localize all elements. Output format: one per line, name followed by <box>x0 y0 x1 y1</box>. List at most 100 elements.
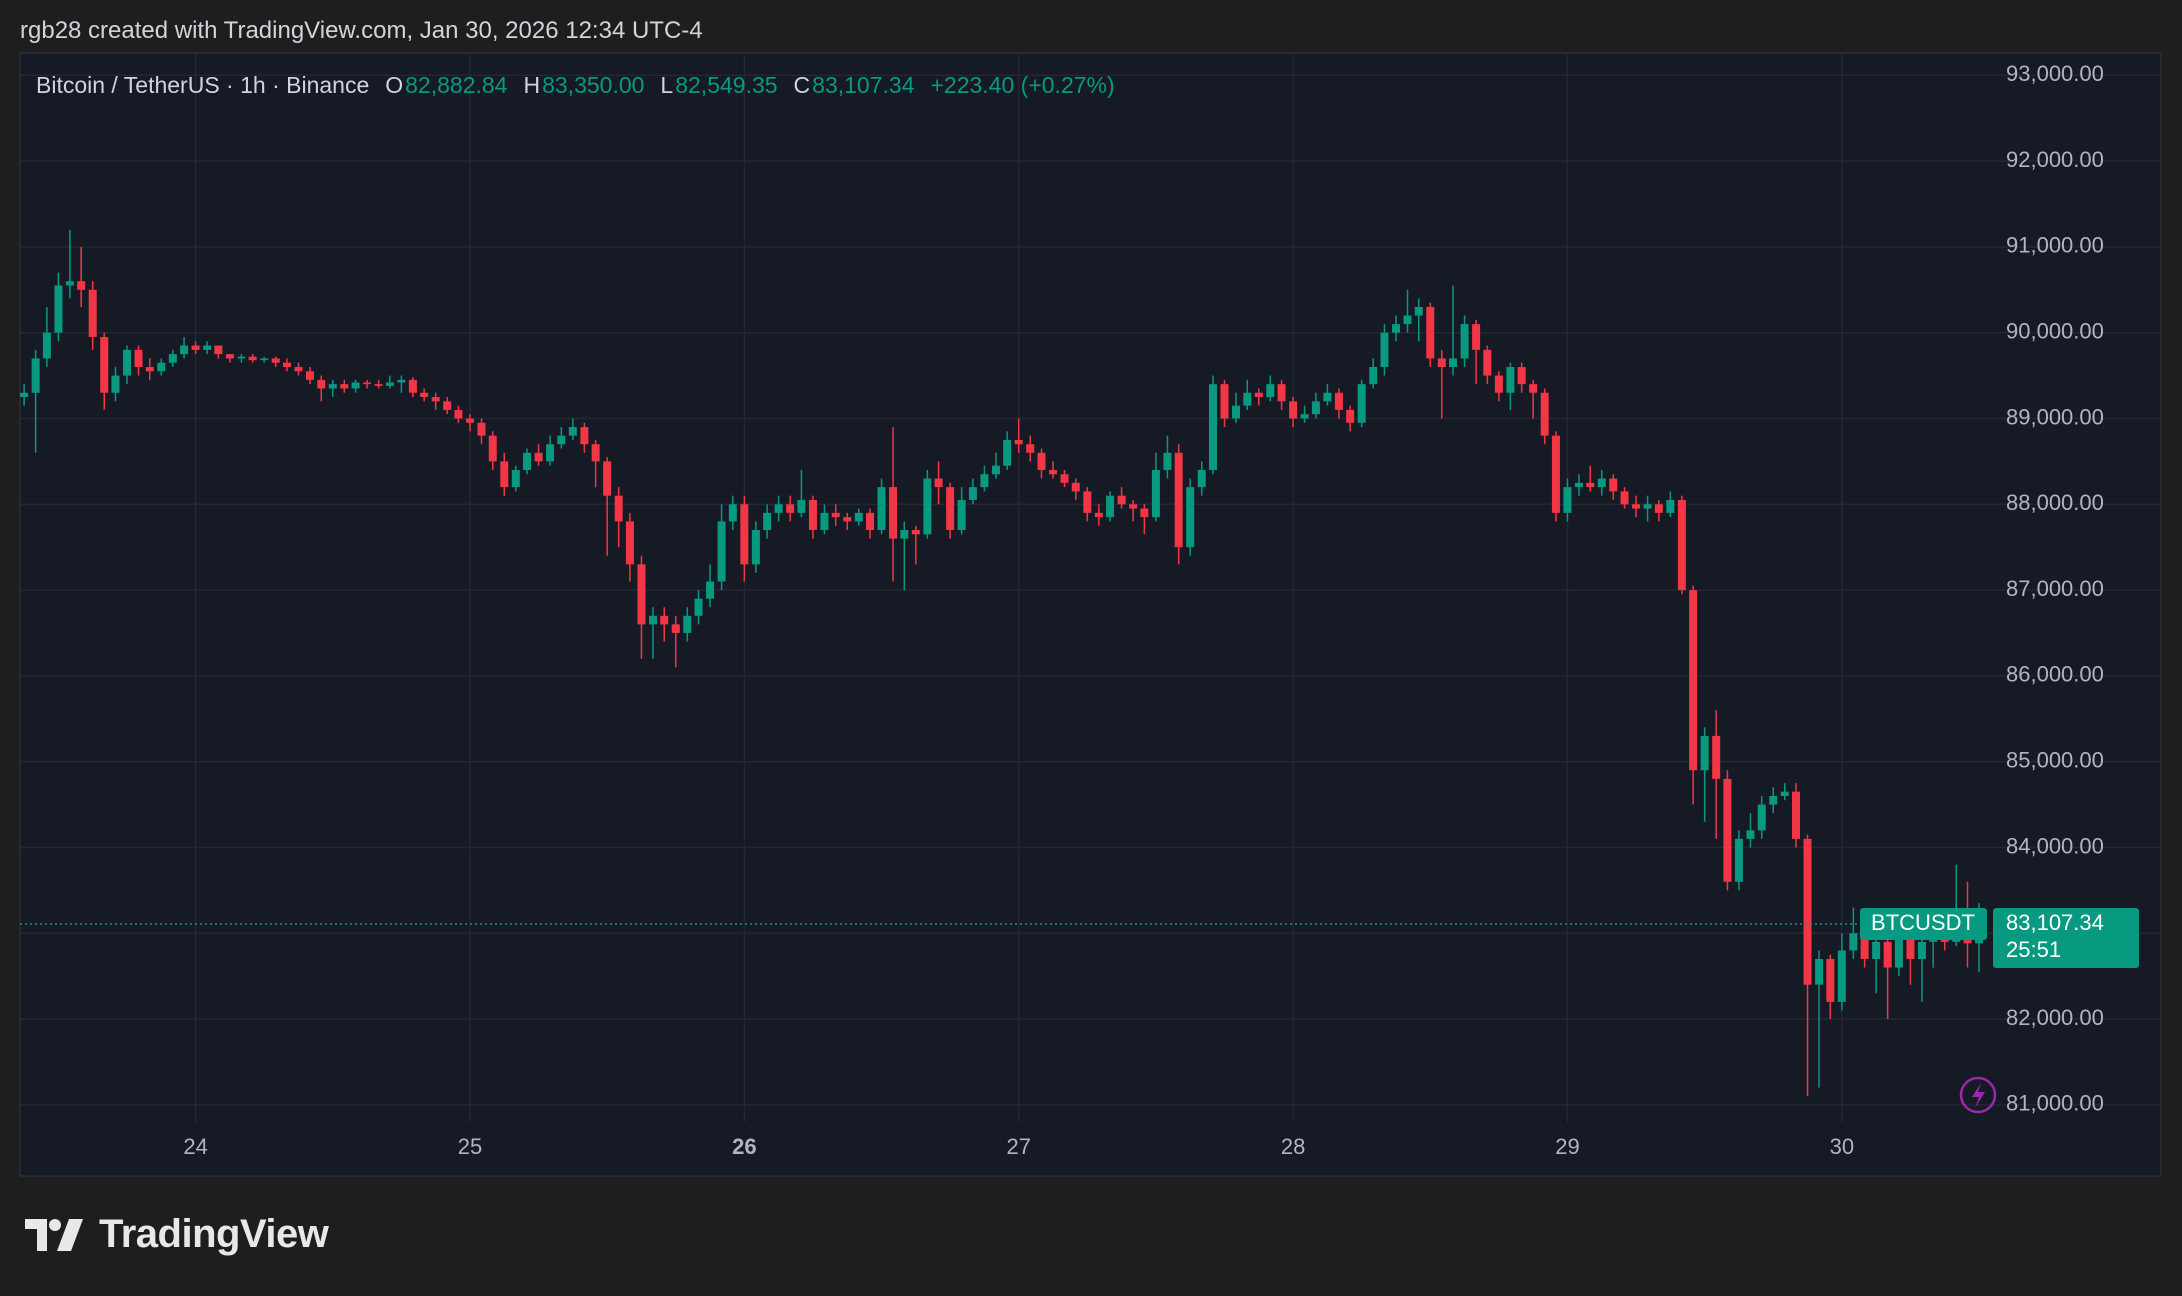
candle-body <box>957 499 966 531</box>
candle-body <box>820 512 829 531</box>
candle-body <box>534 452 543 462</box>
candle-body <box>1334 392 1343 410</box>
candle-body <box>625 521 634 565</box>
logo-part <box>49 1218 61 1231</box>
y-tick-label: 86,000.00 <box>2006 662 2104 687</box>
candle-body <box>1437 358 1446 368</box>
candle-body <box>1369 367 1378 385</box>
candle-body <box>866 512 875 531</box>
candle-body <box>351 382 360 389</box>
candle-body <box>831 512 840 518</box>
candle-body <box>1815 958 1824 985</box>
candle-body <box>180 345 189 355</box>
candle-body <box>1026 444 1035 453</box>
candle-body <box>1426 306 1435 359</box>
candle-body <box>1208 384 1217 470</box>
candle-body <box>511 469 520 488</box>
candle-body <box>1826 958 1835 1002</box>
candle-body <box>1906 937 1915 959</box>
candle-body <box>1620 491 1629 505</box>
chart-layer: 81,000.0082,000.0083,000.0084,000.0085,0… <box>20 53 2161 1159</box>
candle-body <box>877 487 886 531</box>
candle-body <box>1232 405 1241 419</box>
y-tick-label: 93,000.00 <box>2006 61 2104 86</box>
candle-body <box>1186 487 1195 548</box>
candle-body <box>603 461 612 496</box>
candle-body <box>1083 491 1092 513</box>
candle-body <box>660 615 669 625</box>
candle-body <box>740 504 749 565</box>
candle-body <box>225 354 234 359</box>
y-tick-label: 91,000.00 <box>2006 233 2104 258</box>
footer: TradingView <box>25 1212 329 1257</box>
candle-body <box>1586 482 1595 488</box>
candle-body <box>1014 439 1023 445</box>
candle-body <box>317 379 326 389</box>
candle-body <box>1220 384 1229 419</box>
candle-body <box>203 345 212 350</box>
symbol-tag: BTCUSDT <box>1871 910 1975 935</box>
candle-body <box>1860 933 1869 959</box>
candle-body <box>237 356 246 359</box>
candle-body <box>843 517 852 522</box>
candle-body <box>1769 795 1778 805</box>
y-tick-label: 85,000.00 <box>2006 747 2104 772</box>
candle-body <box>1551 435 1560 513</box>
candle-body <box>694 598 703 616</box>
logo-part <box>57 1218 83 1251</box>
candle-body <box>1632 504 1641 509</box>
candle-body <box>306 371 315 380</box>
ohlc-item: H 83,350.00 <box>523 72 644 99</box>
candle-body <box>431 397 440 402</box>
y-tick-label: 84,000.00 <box>2006 833 2104 858</box>
candle-body <box>774 504 783 513</box>
brand-logo <box>25 1218 83 1251</box>
ohlc-key: H <box>523 72 541 98</box>
candle-body <box>31 358 40 393</box>
candle-body <box>1117 495 1126 505</box>
candle-body <box>1037 452 1046 470</box>
candle-body <box>1106 495 1115 518</box>
candle-body <box>111 375 120 393</box>
candle-body <box>1483 349 1492 376</box>
countdown: 25:51 <box>2006 937 2061 962</box>
candle-body <box>328 384 337 389</box>
ohlc-item: C 83,107.34 <box>794 72 915 99</box>
alert-icon <box>1959 1076 1997 1114</box>
candle-body <box>1449 358 1458 368</box>
candle-body <box>1163 452 1172 470</box>
candle-body <box>1243 392 1252 406</box>
candle-body <box>1140 508 1149 518</box>
y-tick-label: 87,000.00 <box>2006 576 2104 601</box>
symbol-tag-bg <box>1860 908 1987 941</box>
candle-body <box>1391 324 1400 333</box>
candle-body <box>808 499 817 531</box>
x-tick-label: 25 <box>458 1134 482 1159</box>
candle-body <box>248 356 257 361</box>
candle-body <box>282 362 291 368</box>
candle-body <box>260 358 269 361</box>
price-tag: 83,107.34 <box>2006 910 2104 935</box>
candle-body <box>214 345 223 355</box>
candle-body <box>20 392 29 398</box>
candle-body <box>1094 512 1103 518</box>
attribution: rgb28 created with TradingView.com, Jan … <box>20 17 703 44</box>
candle-body <box>1266 384 1275 398</box>
candle-body <box>1472 324 1481 350</box>
logo-part <box>25 1218 47 1251</box>
candle-body <box>568 427 577 436</box>
x-tick-label: 29 <box>1555 1134 1579 1159</box>
candle-body <box>294 367 303 372</box>
candle-body <box>946 487 955 531</box>
brand-name: TradingView <box>99 1212 329 1256</box>
candle-body <box>1151 469 1160 518</box>
y-tick-label: 89,000.00 <box>2006 404 2104 429</box>
candle-body <box>488 435 497 462</box>
candle-body <box>591 444 600 462</box>
candle-body <box>374 384 383 386</box>
candle-body <box>1071 482 1080 492</box>
candle-body <box>397 379 406 383</box>
ohlc-value: 82,549.35 <box>675 72 778 98</box>
candle-body <box>1346 409 1355 423</box>
candle-body <box>683 615 692 633</box>
